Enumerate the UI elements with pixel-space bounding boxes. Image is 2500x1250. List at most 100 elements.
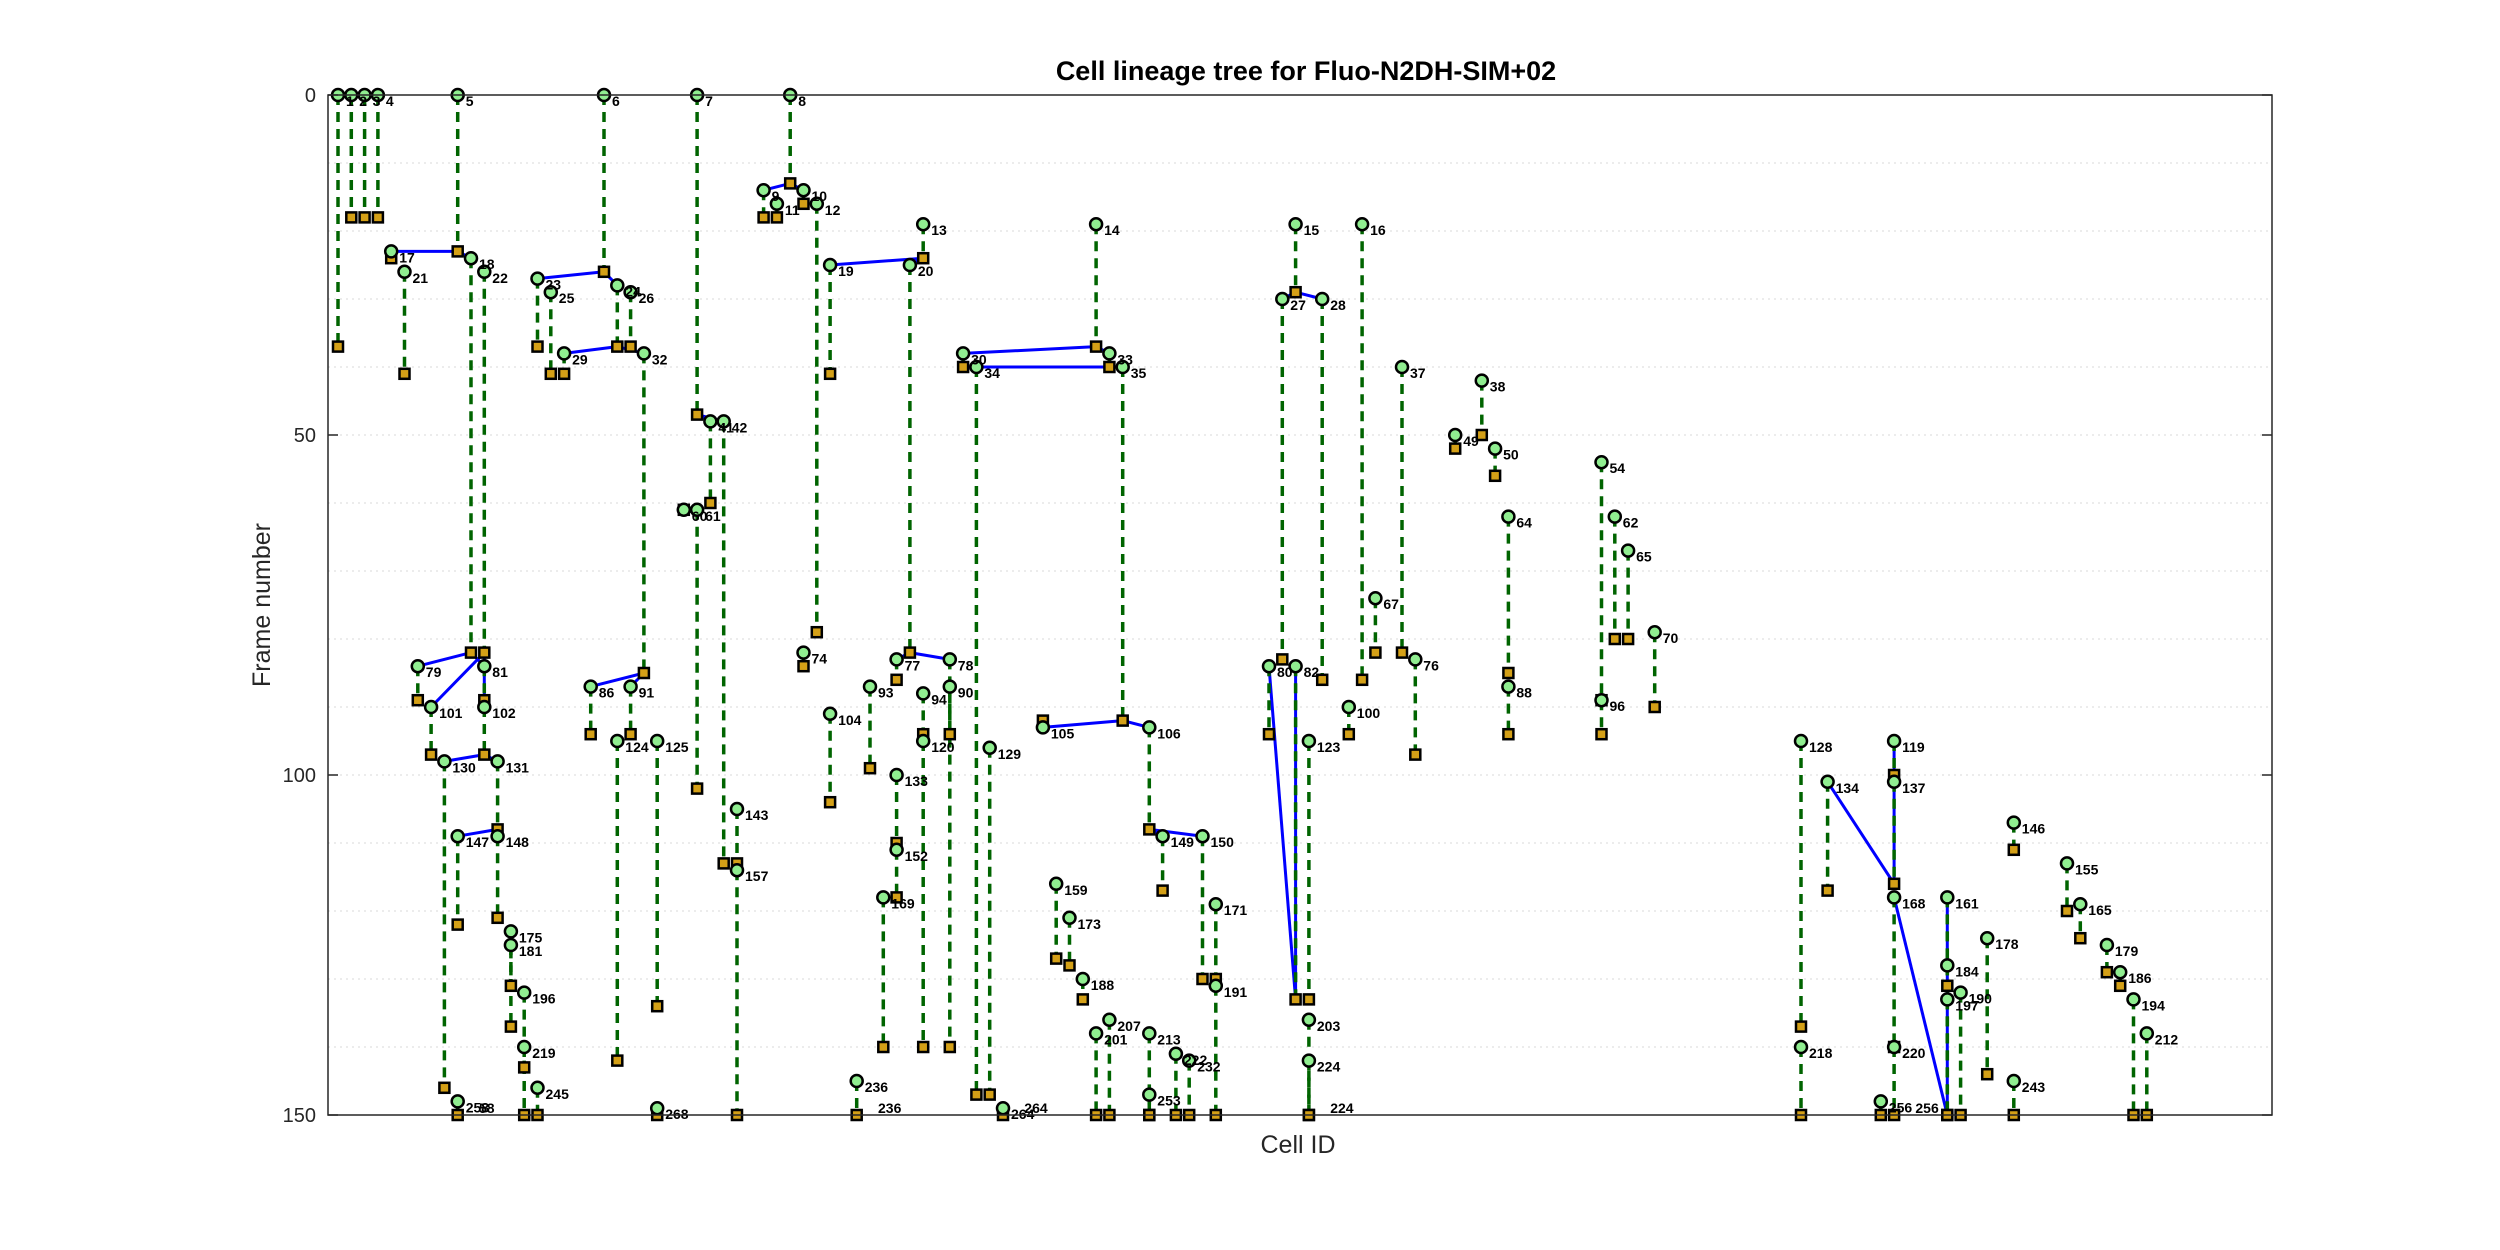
cell-end-marker (650, 999, 664, 1013)
cell-id-label: 124 (625, 739, 649, 755)
cell-start-marker (1394, 359, 1410, 375)
cell-end-marker (1076, 993, 1090, 1006)
cell-start-marker (383, 244, 399, 259)
cell-end-marker (903, 646, 917, 659)
cell-end-marker (1289, 285, 1302, 299)
cell-end-marker (2074, 931, 2087, 945)
cell-end-marker (611, 1054, 624, 1067)
cell-end-marker (1502, 666, 1515, 680)
cell-end-marker (345, 211, 358, 224)
cell-end-marker (1289, 993, 1302, 1006)
cell-id-label: 222 (1184, 1052, 1208, 1068)
cell-end-marker (717, 857, 730, 870)
cell-end-marker (1063, 959, 1076, 972)
cell-id-label: 213 (1157, 1031, 1181, 1047)
cell-end-marker (1143, 823, 1156, 836)
cell-id-label: 125 (665, 739, 689, 755)
cell-id-label: 8 (798, 93, 806, 109)
cell-id-label: 7 (705, 93, 713, 109)
cell-id-label: 152 (905, 848, 929, 864)
cell-start-marker (2099, 937, 2115, 953)
cell-end-marker (810, 625, 824, 639)
cell-id-label: 188 (1091, 977, 1115, 993)
cell-id-label: 120 (931, 739, 955, 755)
cell-start-marker (1594, 454, 1609, 470)
cell-id-label: 146 (2022, 821, 2046, 837)
cell-id-label: 191 (1224, 984, 1248, 1000)
cell-end-marker (438, 1081, 451, 1095)
cell-start-marker (1208, 978, 1224, 994)
cell-id-label: 268 (665, 1106, 689, 1122)
cell-end-marker (1502, 727, 1515, 741)
cell-id-label: 20 (918, 263, 934, 279)
cell-end-marker (331, 340, 345, 353)
cell-end-marker (1049, 952, 1063, 965)
cell-end-marker (863, 761, 877, 775)
cell-end-marker (890, 891, 903, 904)
cell-start-marker (503, 924, 519, 939)
cell-start-marker (862, 679, 878, 694)
cell-start-marker (689, 502, 705, 518)
cell-start-marker (610, 733, 625, 749)
cell-end-marker (2100, 965, 2114, 979)
cell-start-marker (556, 346, 572, 361)
cell-start-marker (530, 271, 545, 286)
cell-start-marker (1075, 971, 1091, 987)
cell-start-marker (1261, 658, 1277, 674)
cell-id-label: 171 (1224, 902, 1248, 918)
cell-start-marker (1275, 291, 1290, 307)
cell-end-marker (1648, 700, 1661, 714)
y-tick-label: 50 (294, 425, 316, 447)
cell-id-label: 35 (1131, 365, 1147, 381)
cell-end-marker (2060, 904, 2074, 918)
cell-id-label: 32 (652, 351, 668, 367)
cell-id-label: 1 (346, 93, 354, 109)
cell-id-label: 190 (1969, 991, 1993, 1007)
cell-end-marker (624, 340, 637, 353)
cell-start-marker (543, 284, 559, 300)
cell-id-label: 155 (2075, 861, 2099, 877)
cell-start-marker (490, 828, 505, 844)
cell-end-marker (1488, 469, 1502, 483)
bottom-id-label: 236 (878, 1100, 902, 1116)
cell-start-marker (716, 414, 731, 429)
cell-id-label: 93 (878, 685, 894, 701)
cell-start-marker (450, 828, 465, 844)
cell-end-marker (1980, 1067, 1994, 1081)
cell-end-marker (544, 367, 558, 381)
cell-id-label: 34 (984, 365, 1000, 381)
cell-start-marker (1155, 828, 1170, 844)
cell-id-label: 41 (718, 419, 734, 435)
cell-end-marker (451, 918, 464, 931)
cell-start-marker (1035, 720, 1051, 735)
cell-end-marker (2113, 979, 2127, 993)
bottom-id-label: 264 (1024, 1100, 1048, 1116)
cell-id-label: 219 (532, 1045, 556, 1061)
cell-start-marker (610, 278, 625, 293)
cell-id-label: 232 (1197, 1059, 1221, 1075)
cell-start-marker (1487, 441, 1503, 456)
cell-id-label: 30 (971, 351, 987, 367)
cell-start-marker (623, 284, 638, 300)
cell-id-label: 236 (865, 1079, 889, 1095)
cell-end-marker (797, 197, 810, 211)
cell-id-label: 264 (1011, 1106, 1035, 1122)
cell-start-marker (1886, 733, 1902, 749)
cell-id-label: 96 (1610, 698, 1626, 714)
cell-end-marker (1302, 993, 1316, 1006)
y-tick-label: 100 (283, 765, 316, 787)
cell-id-label: 123 (1317, 739, 1341, 755)
cell-start-marker (1886, 890, 1902, 905)
cell-id-label: 203 (1317, 1018, 1341, 1034)
cell-start-marker (729, 862, 745, 878)
cell-start-marker (955, 346, 971, 361)
cell-id-label: 79 (426, 664, 442, 680)
division-link (563, 345, 618, 355)
cell-start-marker (1979, 930, 1995, 946)
cell-id-label: 82 (1304, 664, 1320, 680)
cell-start-marker (1501, 509, 1516, 524)
cell-start-marker (1940, 992, 1955, 1007)
cell-start-marker (942, 652, 958, 667)
cell-end-marker (491, 911, 504, 925)
